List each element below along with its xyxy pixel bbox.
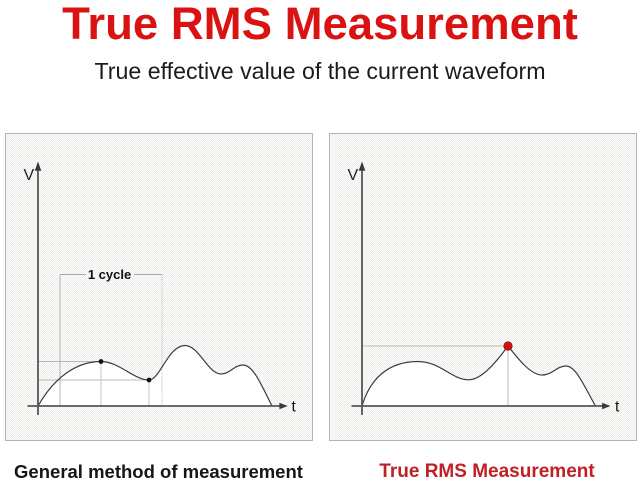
- svg-text:t: t: [615, 399, 620, 416]
- svg-text:1 cycle: 1 cycle: [88, 267, 131, 282]
- svg-text:t: t: [292, 399, 297, 416]
- svg-text:V: V: [348, 167, 359, 184]
- svg-text:V: V: [24, 167, 35, 184]
